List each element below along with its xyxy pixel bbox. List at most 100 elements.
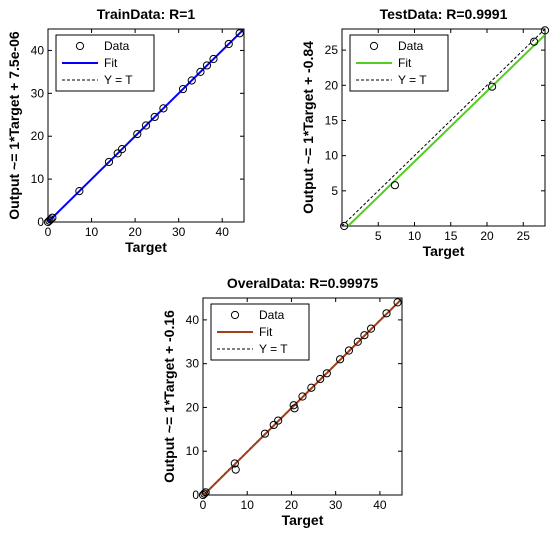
x-tick-label: 5: [375, 229, 382, 243]
data-point: [43, 217, 53, 227]
data-point: [133, 129, 142, 139]
legend-identity-label: Y = T: [259, 342, 288, 356]
chart-panel-2: TestData: R=0.9991 5 10 15 20 25 5 10 15 20 25 Targ…: [300, 6, 550, 259]
y-tick-label: 20: [186, 400, 200, 414]
legend: Data Fit Y = T: [349, 34, 449, 92]
data-point: [231, 465, 240, 474]
y-tick-label: 20: [325, 78, 339, 92]
data-point: [335, 355, 345, 364]
x-axis-label: Target: [125, 239, 167, 255]
legend-fit-label: Fit: [398, 56, 412, 70]
legend-box: [349, 34, 449, 92]
data-point: [45, 216, 54, 225]
data-point: [224, 39, 233, 49]
legend-data-marker: [369, 41, 379, 51]
data-point: [150, 112, 159, 122]
data-point: [113, 149, 122, 158]
fit-line: [48, 29, 244, 222]
x-tick-label: 25: [517, 229, 531, 243]
data-point: [290, 404, 299, 413]
data-point: [274, 416, 283, 425]
y-tick-label: 0: [192, 488, 199, 502]
x-tick-label: 10: [85, 225, 99, 239]
y-tick-label: 25: [325, 43, 339, 57]
data-point: [298, 392, 307, 401]
legend: Data Fit Y = T: [210, 303, 310, 361]
x-tick-label: 20: [128, 225, 142, 239]
data-point: [353, 337, 362, 346]
data-point: [196, 67, 205, 76]
y-tick-label: 30: [186, 357, 200, 371]
data-point: [530, 37, 539, 46]
x-tick-label: 15: [444, 229, 458, 243]
x-tick-label: 0: [45, 225, 52, 239]
x-tick-label: 20: [480, 229, 494, 243]
y-tick-label: 40: [31, 43, 45, 57]
y-tick-label: 0: [37, 215, 44, 229]
x-tick-label: 10: [241, 498, 255, 512]
data-point: [209, 54, 218, 64]
data-point: [487, 82, 497, 91]
x-tick-label: 10: [408, 229, 422, 243]
data-point: [316, 374, 325, 384]
data-point: [235, 29, 244, 38]
data-point: [104, 157, 114, 167]
legend-data-label: Data: [398, 39, 424, 53]
data-point: [198, 490, 208, 500]
data-point: [46, 215, 55, 224]
data-point: [187, 76, 196, 85]
data-point: [178, 84, 188, 94]
y-tick-label: 30: [31, 86, 45, 100]
data-point: [200, 489, 209, 498]
legend-identity-label: Y = T: [104, 73, 133, 87]
x-tick-label: 30: [172, 225, 186, 239]
legend-data-marker: [230, 310, 240, 320]
legend-identity-label: Y = T: [398, 73, 427, 87]
x-tick-label: 30: [329, 498, 343, 512]
chart-title: TrainData: R=1: [97, 6, 196, 22]
y-axis-label: Output ~= 1*Target + -0.84: [300, 41, 316, 214]
data-point: [230, 459, 239, 468]
y-tick-label: 40: [186, 313, 200, 327]
data-point: [540, 26, 550, 35]
data-point: [344, 346, 354, 355]
data-point: [141, 121, 151, 130]
legend-data-label: Data: [259, 308, 285, 322]
data-point: [269, 420, 278, 430]
data-point: [260, 429, 270, 438]
y-tick-label: 10: [325, 149, 339, 163]
data-point: [48, 213, 57, 222]
chart-title: TestData: R=0.9991: [380, 6, 508, 22]
data-point: [340, 221, 349, 231]
data-point: [159, 104, 168, 113]
legend-fit-label: Fit: [104, 56, 118, 70]
legend-data-label: Data: [104, 39, 130, 53]
data-point: [360, 331, 369, 340]
data-point: [393, 298, 402, 307]
identity-line: [342, 29, 545, 226]
y-tick-label: 5: [331, 184, 338, 198]
x-tick-label: 20: [285, 498, 299, 512]
data-point: [75, 187, 84, 196]
y-tick-label: 20: [31, 129, 45, 143]
y-axis-label: Output ~= 1*Target + 7.5e-06: [6, 31, 22, 220]
y-axis-label: Output ~= 1*Target + -0.16: [161, 310, 177, 483]
y-tick-label: 15: [325, 113, 339, 127]
chart-panel-1: TrainData: R=1 0 10 20 30 40 0 10 20 30 40 Target Ou…: [6, 6, 245, 255]
x-tick-label: 40: [216, 225, 230, 239]
data-point: [322, 369, 331, 378]
data-point: [366, 324, 376, 333]
legend: Data Fit Y = T: [55, 34, 155, 92]
data-point: [390, 181, 400, 190]
data-point: [201, 488, 210, 497]
chart-panel-3: OveralData: R=0.99975 0 10 20 30 40 0 10 20 30 40 T…: [161, 275, 403, 528]
data-point: [202, 61, 212, 70]
legend-fit-label: Fit: [259, 325, 273, 339]
legend-data-marker: [75, 41, 85, 51]
data-point: [382, 309, 391, 318]
x-tick-label: 40: [373, 498, 387, 512]
x-tick-label: 0: [200, 498, 207, 512]
data-point: [307, 383, 316, 392]
data-point: [117, 144, 127, 154]
